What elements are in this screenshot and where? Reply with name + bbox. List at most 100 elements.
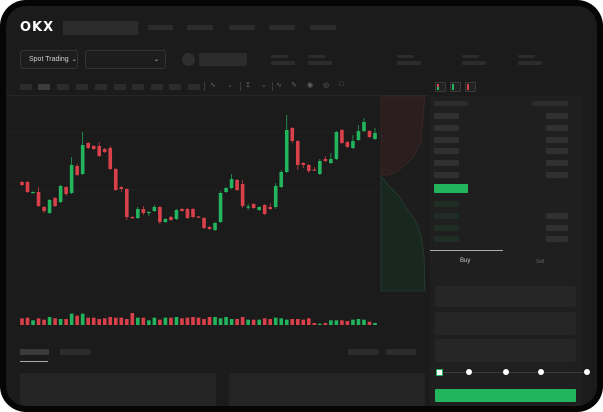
timeframe-button[interactable]	[132, 84, 144, 90]
candle[interactable]	[147, 211, 151, 216]
candle[interactable]	[246, 204, 250, 210]
filter-button[interactable]	[386, 349, 416, 355]
timeframe-button[interactable]	[151, 84, 163, 90]
candle[interactable]	[58, 185, 63, 203]
candle[interactable]	[312, 167, 317, 171]
candle[interactable]	[218, 191, 223, 223]
candle[interactable]	[273, 183, 278, 209]
candle[interactable]	[202, 217, 206, 229]
candle[interactable]	[174, 209, 179, 220]
candlestick-chart[interactable]	[6, 6, 430, 336]
timeframe-button[interactable]	[20, 84, 32, 90]
candle[interactable]	[224, 187, 228, 193]
candle[interactable]	[86, 142, 90, 149]
candle[interactable]	[119, 186, 124, 192]
candle[interactable]	[31, 191, 35, 194]
timeframe-button[interactable]	[114, 84, 126, 90]
timeframe-button[interactable]	[95, 84, 107, 90]
candle[interactable]	[340, 129, 344, 144]
candle[interactable]	[69, 157, 74, 194]
tab-order-history[interactable]	[60, 349, 90, 355]
candle[interactable]	[42, 206, 46, 213]
tab-buy[interactable]: Buy	[460, 258, 471, 264]
ask-price[interactable]	[434, 160, 459, 166]
candle[interactable]	[64, 186, 68, 196]
candle[interactable]	[240, 180, 245, 208]
candle[interactable]	[80, 132, 85, 175]
candle[interactable]	[334, 131, 339, 160]
buy-button[interactable]	[435, 389, 576, 402]
orderbook-both-icon[interactable]	[435, 82, 446, 92]
candle[interactable]	[141, 206, 146, 215]
tab-open-orders[interactable]	[20, 349, 49, 355]
okx-logo[interactable]: OKX	[20, 20, 55, 35]
candle[interactable]	[345, 141, 350, 148]
candle[interactable]	[307, 164, 311, 173]
candle[interactable]	[318, 159, 322, 175]
total-input[interactable]	[435, 339, 576, 362]
search-bar[interactable]	[63, 21, 138, 35]
tab-sell[interactable]: Sell	[536, 259, 545, 265]
candle[interactable]	[108, 146, 113, 170]
slider-mark-100[interactable]	[584, 369, 590, 375]
candle[interactable]	[356, 125, 361, 141]
candle[interactable]	[47, 199, 52, 214]
amount-slider[interactable]	[436, 369, 590, 376]
pair-selector[interactable]: ⌄	[85, 50, 166, 69]
candle[interactable]	[97, 142, 102, 157]
candle[interactable]	[362, 118, 366, 132]
candle[interactable]	[75, 164, 79, 176]
candle[interactable]	[251, 203, 256, 209]
orderbook-asks-icon[interactable]	[465, 82, 476, 92]
candle[interactable]	[351, 135, 355, 149]
candle[interactable]	[180, 208, 184, 212]
indicator-icon[interactable]: ∿	[210, 82, 216, 89]
candle[interactable]	[323, 156, 328, 162]
candle[interactable]	[185, 208, 190, 219]
candle[interactable]	[25, 181, 30, 193]
bid-price[interactable]	[434, 225, 459, 231]
chevron-down-icon[interactable]: ⌄	[261, 82, 267, 89]
candle[interactable]	[169, 216, 173, 221]
candle[interactable]	[284, 115, 289, 173]
candle[interactable]	[257, 206, 261, 211]
candle[interactable]	[158, 206, 162, 224]
candle[interactable]	[301, 162, 306, 168]
candle[interactable]	[53, 197, 57, 207]
camera-icon[interactable]: ◉	[307, 82, 314, 89]
slider-handle[interactable]	[436, 369, 443, 376]
timeframe-button[interactable]	[38, 84, 50, 90]
candle[interactable]	[262, 204, 267, 215]
last-price-highlight[interactable]	[434, 184, 468, 193]
line-icon[interactable]: ∿	[276, 82, 282, 89]
timeframe-button[interactable]	[76, 84, 88, 90]
fullscreen-icon[interactable]: □	[339, 81, 344, 88]
candle[interactable]	[196, 216, 201, 218]
orderbook-bids-icon[interactable]	[450, 82, 461, 92]
bid-price[interactable]	[434, 236, 459, 242]
pencil-icon[interactable]: ✎	[291, 82, 297, 89]
candle[interactable]	[268, 203, 273, 210]
nav-item[interactable]	[148, 25, 173, 30]
amount-input[interactable]	[435, 312, 576, 335]
candle[interactable]	[207, 226, 212, 230]
chevron-down-icon[interactable]: ⌄	[227, 82, 233, 89]
nav-item[interactable]	[187, 25, 213, 30]
candle[interactable]	[279, 170, 284, 188]
candle[interactable]	[235, 179, 239, 191]
ask-price[interactable]	[434, 148, 459, 154]
price-input[interactable]	[435, 286, 576, 307]
candle[interactable]	[102, 148, 107, 153]
nav-item[interactable]	[269, 25, 295, 30]
candle[interactable]	[20, 181, 24, 186]
ask-price[interactable]	[434, 125, 459, 131]
slider-mark-75[interactable]	[538, 369, 544, 375]
timeframe-button[interactable]	[188, 84, 200, 90]
ask-price[interactable]	[434, 113, 459, 119]
candle[interactable]	[91, 145, 96, 150]
candle[interactable]	[191, 208, 195, 218]
timeframe-button[interactable]	[57, 84, 69, 90]
candle[interactable]	[163, 218, 168, 223]
bid-price[interactable]	[434, 201, 459, 207]
slider-mark-25[interactable]	[466, 369, 472, 375]
